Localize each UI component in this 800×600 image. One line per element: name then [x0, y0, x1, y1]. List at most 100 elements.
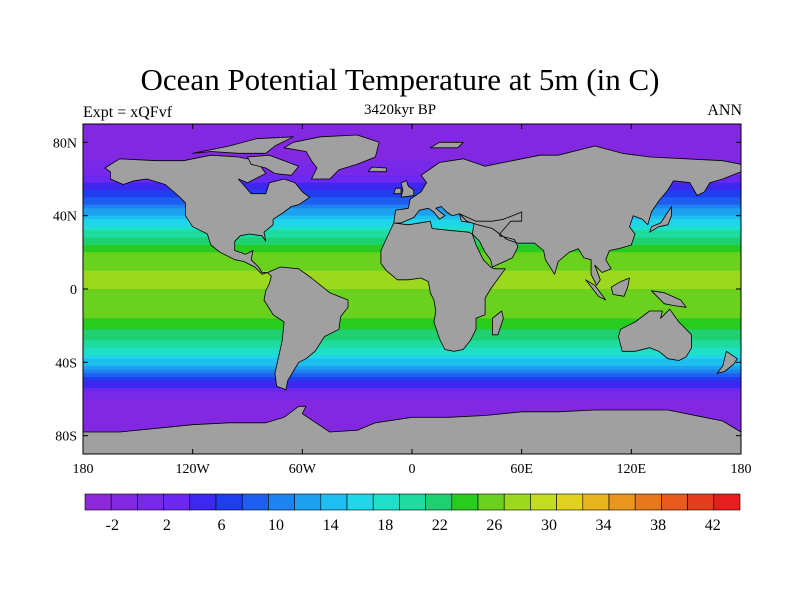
colorbar-swatch	[503, 493, 531, 511]
y-axis: 80N 40N 0 40S 80S	[53, 136, 741, 445]
temperature-band	[83, 336, 741, 341]
x-tick-label: 120W	[176, 462, 211, 477]
y-tick-label: 80N	[53, 136, 77, 151]
land-mask	[83, 134, 741, 454]
sumatra-land	[585, 279, 607, 301]
colorbar-label: 38	[650, 517, 666, 534]
temperature-band	[83, 289, 741, 294]
x-tick-label: 120E	[617, 462, 647, 477]
temperature-band	[83, 325, 741, 330]
temperature-band	[83, 292, 741, 297]
colorbar-swatch	[687, 493, 715, 511]
colorbar-label: 26	[486, 517, 502, 534]
map-subtitle: 3420kyr BP	[363, 102, 437, 118]
temperature-band	[83, 391, 741, 396]
x-tick-label: 180	[731, 462, 752, 477]
colorbar-swatch	[84, 493, 112, 511]
colorbar-label: -2	[106, 517, 119, 534]
colorbar-swatch	[372, 493, 400, 511]
temperature-band	[83, 358, 741, 363]
temperature-band	[83, 344, 741, 349]
temperature-band	[83, 138, 741, 143]
temperature-band	[83, 388, 741, 393]
antarctica-land	[83, 405, 741, 454]
greenland-land	[283, 134, 380, 180]
x-tick-label: 60W	[289, 462, 317, 477]
temperature-band	[83, 366, 741, 371]
british-isles-land	[400, 180, 415, 198]
iceland-land	[367, 166, 387, 173]
temperature-band	[83, 142, 741, 147]
temperature-band	[83, 311, 741, 316]
x-tick-label: 60E	[510, 462, 533, 477]
y-tick-label: 80S	[55, 430, 77, 445]
canadian-archipelago-land	[192, 136, 294, 154]
temperature-band	[83, 146, 741, 151]
colorbar-label: 18	[377, 517, 393, 534]
temperature-band	[83, 285, 741, 290]
temperature-band	[83, 179, 741, 184]
temperature-band	[83, 182, 741, 187]
temperature-band	[83, 307, 741, 312]
temperature-band	[83, 303, 741, 308]
colorbar-swatch	[451, 493, 479, 511]
temperature-band	[83, 333, 741, 338]
arabia-anatolia-land	[459, 211, 523, 235]
x-tick-label: 0	[409, 462, 416, 477]
colorbar-swatch	[215, 493, 243, 511]
colorbar-swatch	[556, 493, 584, 511]
x-axis: 180 120W 60W 0 60E 120E 180	[73, 124, 752, 477]
temperature-band	[83, 160, 741, 165]
temperature-band	[83, 219, 741, 224]
baffin-island-land	[247, 154, 300, 176]
temperature-band	[83, 314, 741, 319]
colorbar-label: 34	[596, 517, 612, 534]
temperature-band	[83, 406, 741, 411]
temperature-band	[83, 281, 741, 286]
temperature-band	[83, 135, 741, 140]
temperature-band	[83, 340, 741, 345]
colorbar-swatch	[320, 493, 348, 511]
temperature-band	[83, 318, 741, 323]
temperature-band	[83, 351, 741, 356]
x-tick-label: 180	[73, 462, 94, 477]
temperature-band	[83, 322, 741, 327]
borneo-land	[610, 277, 630, 297]
temperature-band	[83, 168, 741, 173]
madagascar-land	[491, 310, 504, 336]
temperature-band	[83, 373, 741, 378]
temperature-band	[83, 153, 741, 158]
temperature-band	[83, 149, 741, 154]
y-tick-label: 40N	[53, 210, 77, 225]
colorbar-label: 22	[432, 517, 448, 534]
colorbar-swatch	[634, 493, 662, 511]
colorbar-swatch	[163, 493, 191, 511]
temperature-band	[83, 410, 741, 415]
colorbar-swatch	[399, 493, 426, 511]
colorbar-label: 42	[705, 517, 721, 534]
y-tick-label: 0	[70, 283, 77, 298]
colorbar-label: 6	[217, 517, 225, 534]
temperature-band	[83, 171, 741, 176]
temperature-band	[83, 329, 741, 334]
eurasia-africa-land	[380, 145, 741, 352]
svalbard-land	[429, 141, 464, 149]
colorbar-swatch	[241, 493, 269, 511]
temperature-band	[83, 347, 741, 352]
colorbar-swatch	[582, 493, 610, 511]
colorbar-label: 2	[163, 517, 171, 534]
temperature-band	[83, 164, 741, 169]
australia-land	[618, 308, 692, 361]
ireland-land	[393, 187, 402, 195]
colorbar-swatch	[294, 493, 322, 511]
temperature-band	[83, 380, 741, 385]
colorbar-swatch	[713, 493, 741, 511]
temperature-band	[83, 278, 741, 283]
temperature-band	[83, 402, 741, 407]
colorbar-swatch	[346, 493, 374, 511]
temperature-band	[83, 377, 741, 382]
temperature-band	[83, 413, 741, 418]
temperature-band	[83, 362, 741, 367]
colorbar-swatch	[137, 493, 164, 511]
